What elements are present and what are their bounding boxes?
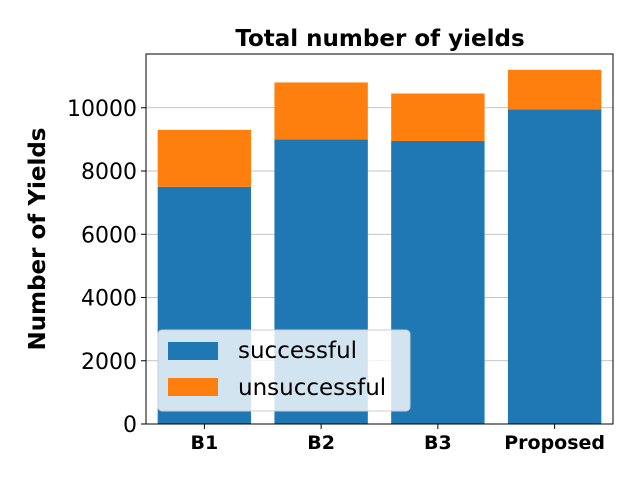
y-tick-label: 0	[123, 413, 137, 438]
bar-unsuccessful-b2	[274, 82, 368, 140]
bar-unsuccessful-b3	[391, 93, 485, 141]
y-tick-label: 4000	[81, 287, 137, 312]
legend-label-successful: successful	[238, 338, 357, 364]
y-tick-label: 8000	[81, 160, 137, 185]
x-tick-label: Proposed	[504, 432, 605, 454]
x-ticks: B1 B2 B3 Proposed	[191, 424, 605, 454]
legend-swatch-unsuccessful	[168, 378, 218, 396]
x-tick-label: B3	[424, 432, 452, 454]
x-tick-label: B2	[307, 432, 335, 454]
y-tick-label: 2000	[81, 350, 137, 375]
bar-successful-proposed	[507, 109, 602, 424]
bar-unsuccessful-proposed	[507, 69, 602, 110]
legend-swatch-successful	[168, 342, 218, 360]
chart-title: Total number of yields	[235, 26, 524, 52]
y-ticks: 0 2000 4000 6000 8000 10000	[67, 97, 146, 438]
legend: successful unsuccessful	[157, 329, 411, 412]
x-tick-label: B1	[191, 432, 219, 454]
y-axis-label: Number of Yields	[25, 128, 51, 351]
plot-frame	[145, 53, 614, 425]
legend-label-unsuccessful: unsuccessful	[238, 375, 386, 401]
legend-box	[157, 329, 411, 412]
bar-unsuccessful-b1	[157, 129, 252, 187]
y-tick-label: 6000	[81, 223, 137, 248]
y-tick-label: 10000	[67, 97, 137, 122]
